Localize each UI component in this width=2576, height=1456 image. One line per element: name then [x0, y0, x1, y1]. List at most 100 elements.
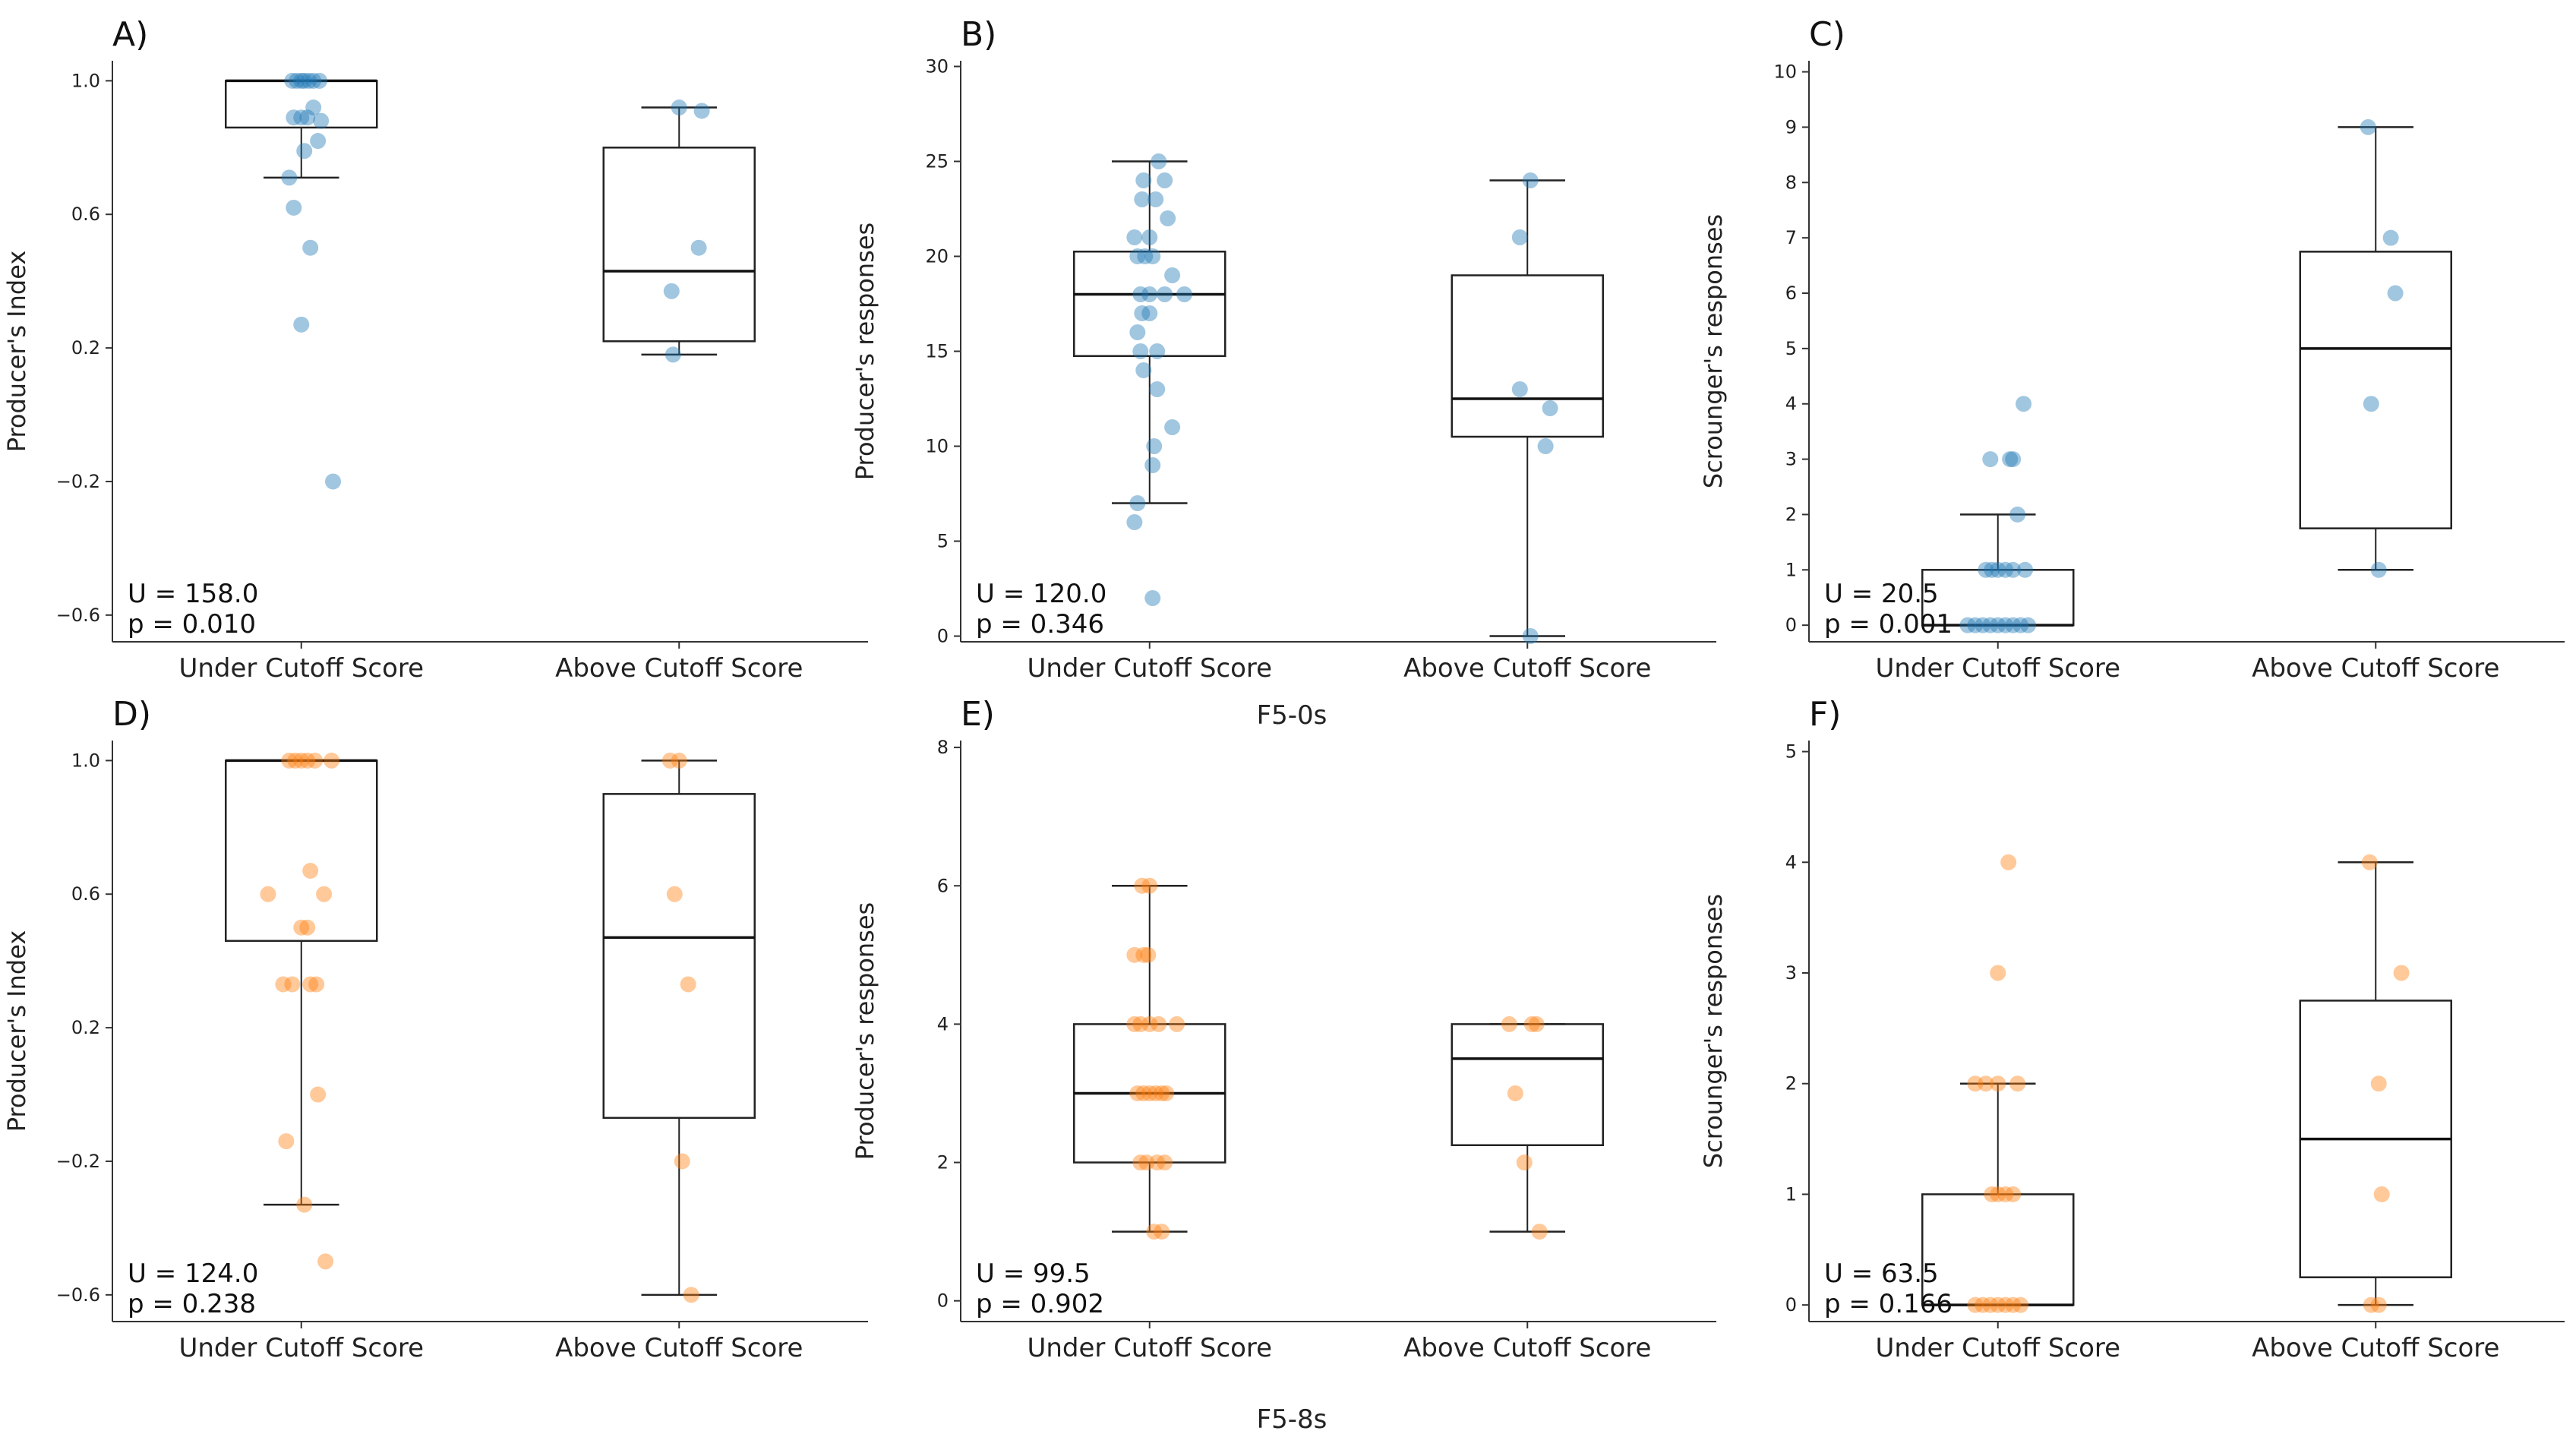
data-point — [1997, 561, 2014, 578]
data-point — [1516, 1154, 1533, 1171]
iqr-box — [225, 760, 378, 943]
data-point — [324, 752, 340, 769]
stat-u-label: U = 99.5 — [976, 1259, 1091, 1289]
box-1 — [1921, 854, 2075, 1313]
data-point — [1129, 324, 1146, 340]
y-tick-label: 3 — [1785, 962, 1797, 984]
y-tick-label: 1.0 — [71, 750, 100, 771]
y-tick-label: 0 — [937, 626, 949, 647]
data-point — [310, 1086, 327, 1103]
data-point — [296, 72, 313, 89]
data-point — [1135, 1085, 1152, 1101]
x-tick-label: Under Cutoff Score — [1875, 653, 2120, 684]
y-tick-label: 7 — [1785, 227, 1797, 248]
data-point — [2393, 965, 2410, 981]
data-point — [1990, 1297, 2006, 1313]
iqr-box — [602, 793, 756, 1120]
data-point — [325, 473, 342, 490]
data-point — [307, 752, 324, 769]
data-point — [1164, 419, 1181, 435]
data-point — [2360, 118, 2376, 135]
data-point — [1982, 1297, 1999, 1313]
x-tick-label: Under Cutoff Score — [1027, 653, 1272, 684]
data-point — [1164, 267, 1181, 283]
data-point — [2012, 1297, 2029, 1313]
data-point — [281, 169, 298, 186]
stat-p-label: p = 0.001 — [1824, 609, 1953, 640]
stat-p-label: p = 0.902 — [976, 1289, 1104, 1319]
data-point — [1141, 286, 1158, 302]
y-tick-label: 6 — [937, 875, 949, 896]
data-point — [690, 239, 707, 256]
data-point — [1134, 305, 1151, 321]
data-point — [1144, 248, 1161, 264]
data-point — [2009, 1075, 2026, 1092]
data-point — [284, 976, 301, 993]
panel-3: C) 0 1 2 3 4 5 6 7 8 9 10 Scrounger's responses Under… — [1699, 15, 2565, 684]
data-point — [1984, 561, 2000, 578]
data-point — [1151, 1015, 1167, 1032]
box-1 — [225, 72, 378, 490]
data-point — [663, 283, 680, 299]
data-point — [293, 752, 310, 769]
stat-u-label: U = 120.0 — [976, 579, 1106, 609]
data-point — [1134, 191, 1151, 207]
box-2 — [2299, 854, 2452, 1313]
data-point — [1144, 590, 1161, 606]
x-tick-label: Above Cutoff Score — [555, 1333, 803, 1363]
data-point — [1132, 1154, 1149, 1171]
y-tick-label: −0.2 — [56, 471, 100, 492]
data-point — [1975, 1297, 1991, 1313]
data-point — [310, 133, 327, 150]
y-tick-label: 2 — [937, 1152, 949, 1173]
data-point — [674, 1153, 690, 1170]
box-2 — [602, 99, 756, 363]
x-tick-label: Above Cutoff Score — [1403, 1333, 1651, 1363]
data-point — [1984, 1186, 2000, 1202]
y-tick-label: 5 — [1785, 338, 1797, 359]
data-point — [1129, 248, 1146, 264]
data-point — [2387, 285, 2404, 302]
stat-p-label: p = 0.166 — [1824, 1289, 1953, 1319]
y-tick-label: 0 — [1785, 1294, 1797, 1315]
data-point — [302, 862, 319, 879]
data-point — [2370, 561, 2387, 578]
data-point — [1132, 343, 1149, 359]
data-point — [1158, 1085, 1175, 1101]
y-tick-label: 30 — [925, 56, 949, 77]
data-point — [260, 886, 276, 902]
data-point — [1990, 617, 2006, 633]
data-point — [1154, 1085, 1170, 1101]
box-1 — [1073, 877, 1226, 1240]
y-tick-label: 5 — [937, 531, 949, 552]
y-tick-label: 2 — [1785, 504, 1797, 525]
y-tick-label: 10 — [1773, 62, 1797, 83]
data-point — [2382, 229, 2399, 246]
data-point — [1522, 172, 1539, 188]
data-point — [1982, 617, 1999, 633]
x-tick-label: Under Cutoff Score — [1875, 1333, 2120, 1363]
data-point — [693, 103, 710, 119]
y-tick-label: 8 — [1785, 172, 1797, 193]
data-point — [1146, 1224, 1163, 1240]
y-tick-label: 20 — [925, 246, 949, 267]
data-point — [1149, 343, 1166, 359]
data-point — [1523, 1015, 1540, 1032]
data-point — [293, 72, 310, 89]
data-point — [293, 919, 310, 936]
stat-u-label: U = 63.5 — [1824, 1259, 1939, 1289]
stat-u-label: U = 124.0 — [128, 1259, 258, 1289]
y-tick-label: 6 — [1785, 283, 1797, 304]
x-tick-label: Above Cutoff Score — [555, 653, 803, 684]
y-axis-label: Producer's responses — [851, 902, 879, 1160]
box-1 — [1073, 153, 1226, 606]
data-point — [1978, 561, 1994, 578]
panel-label: E) — [961, 695, 995, 734]
data-point — [281, 752, 298, 769]
data-point — [661, 752, 678, 769]
data-point — [1522, 628, 1539, 644]
x-tick-label: Above Cutoff Score — [1403, 653, 1651, 684]
data-point — [671, 752, 687, 769]
y-tick-label: 4 — [1785, 851, 1797, 873]
data-point — [1141, 1015, 1158, 1032]
